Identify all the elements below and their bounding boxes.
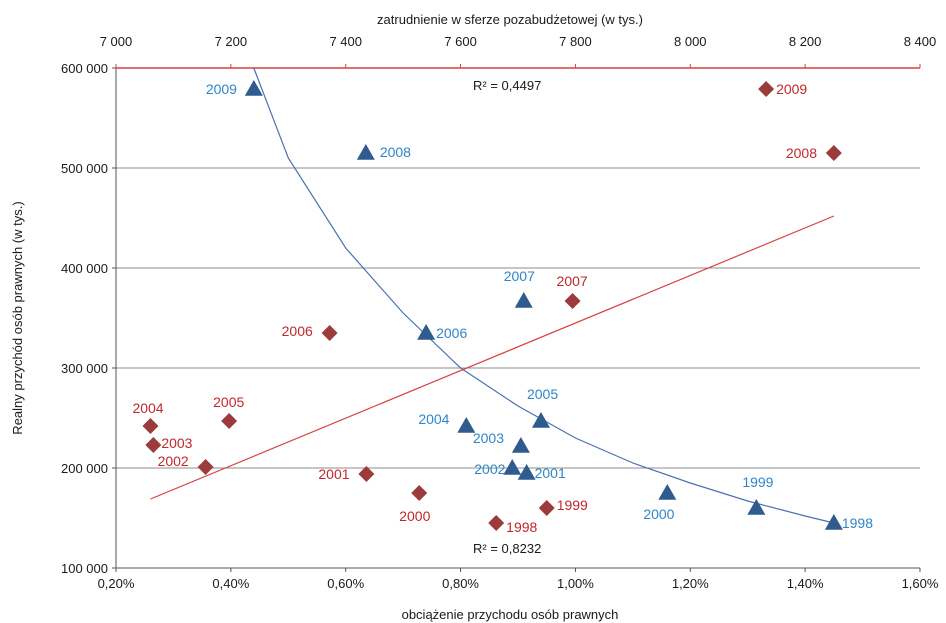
triangle-label: 2004 <box>418 411 449 427</box>
y-tick-label: 500 000 <box>61 161 108 176</box>
y-tick-label: 200 000 <box>61 461 108 476</box>
y-tick-label: 400 000 <box>61 261 108 276</box>
bottom-tick-labels: 0,20% 0,40% 0,60% 0,80% 1,00% 1,20% 1,40% 1,60% <box>98 576 939 591</box>
diamond-label: 2004 <box>132 400 163 416</box>
diamond-label: 1998 <box>506 519 537 535</box>
diamond-label: 2007 <box>557 273 588 289</box>
trendlines <box>150 67 835 524</box>
diamond-label: 2009 <box>776 81 807 97</box>
triangle-point <box>658 484 677 500</box>
x-bottom-tick-label: 0,40% <box>212 576 249 591</box>
axes <box>112 64 921 572</box>
diamond-label: 2003 <box>161 435 192 451</box>
triangle-point <box>531 412 550 428</box>
top-tick-labels: 7 000 7 200 7 400 7 600 7 800 8 000 8 200 8 400 <box>100 34 937 49</box>
x-top-tick-label: 7 400 <box>329 34 362 49</box>
triangle-label: 2003 <box>473 430 504 446</box>
r2-label-linear: R² = 0,4497 <box>473 78 541 93</box>
triangle-label: 1998 <box>842 515 873 531</box>
x-bottom-tick-label: 1,60% <box>902 576 939 591</box>
diamond-point <box>411 485 428 501</box>
triangle-point <box>511 437 530 453</box>
triangle-point <box>244 80 263 96</box>
diamond-point <box>321 325 338 341</box>
x-top-tick-label: 7 800 <box>559 34 592 49</box>
triangle-point <box>824 514 843 530</box>
triangle-label: 2001 <box>535 465 566 481</box>
y-tick-label: 600 000 <box>61 61 108 76</box>
diamond-point <box>221 413 238 429</box>
y-tick-label: 300 000 <box>61 361 108 376</box>
diamond-label: 2006 <box>282 323 313 339</box>
triangle-point <box>517 464 536 480</box>
x-top-tick-label: 8 000 <box>674 34 707 49</box>
triangle-point <box>356 144 375 160</box>
diamond-label: 2002 <box>158 453 189 469</box>
triangle-point <box>457 417 476 433</box>
x-bottom-tick-label: 1,00% <box>557 576 594 591</box>
triangle-label: 2005 <box>527 386 558 402</box>
diamond-label: 2005 <box>213 394 244 410</box>
triangle-label: 2002 <box>474 461 505 477</box>
diamond-point <box>197 459 214 475</box>
diamond-label: 1999 <box>557 497 588 513</box>
diamond-point <box>758 81 775 97</box>
diamond-point <box>145 437 162 453</box>
triangle-label: 2009 <box>206 81 237 97</box>
diamond-point <box>488 515 505 531</box>
x-bottom-tick-label: 0,60% <box>327 576 364 591</box>
triangle-point <box>417 324 436 340</box>
x-axis-title-top: zatrudnienie w sferze pozabudżetowej (w … <box>377 12 643 27</box>
r2-label-power: R² = 0,8232 <box>473 541 541 556</box>
triangle-point <box>514 292 533 308</box>
y-tick-label: 100 000 <box>61 561 108 576</box>
diamond-point <box>538 500 555 516</box>
triangle-label: 2000 <box>643 506 674 522</box>
gridlines <box>116 167 920 469</box>
x-bottom-tick-label: 1,20% <box>672 576 709 591</box>
y-axis-title: Realny przychód osób prawnych (w tys.) <box>10 201 25 434</box>
x-axis-title-bottom: obciążenie przychodu osób prawnych <box>402 607 619 622</box>
data-labels: 1998 1999 2000 2001 2002 2003 2004 2005 2006 2007… <box>132 81 873 535</box>
diamond-point <box>358 466 375 482</box>
x-top-tick-label: 8 200 <box>789 34 822 49</box>
x-bottom-tick-label: 0,20% <box>98 576 135 591</box>
x-top-tick-label: 7 200 <box>215 34 248 49</box>
diamond-label: 2008 <box>786 145 817 161</box>
triangle-label: 1999 <box>742 474 773 490</box>
diamond-label: 2000 <box>399 508 430 524</box>
triangle-point <box>503 459 522 475</box>
data-points <box>142 80 843 531</box>
triangle-label: 2007 <box>504 268 535 284</box>
diamond-label: 2001 <box>318 466 349 482</box>
triangle-label: 2006 <box>436 325 467 341</box>
x-top-tick-label: 8 400 <box>904 34 937 49</box>
diamond-point <box>825 145 842 161</box>
triangle-label: 2008 <box>380 144 411 160</box>
triangle-point <box>747 499 766 515</box>
trend-triangles <box>253 67 835 524</box>
y-tick-labels: 100 000 200 000 300 000 400 000 500 000 600 0… <box>61 61 108 576</box>
x-bottom-tick-label: 1,40% <box>787 576 824 591</box>
x-top-tick-label: 7 000 <box>100 34 133 49</box>
x-top-tick-label: 7 600 <box>444 34 477 49</box>
trend-diamonds <box>150 215 835 500</box>
diamond-point <box>142 418 159 434</box>
diamond-point <box>564 293 581 309</box>
x-bottom-tick-label: 0,80% <box>442 576 479 591</box>
